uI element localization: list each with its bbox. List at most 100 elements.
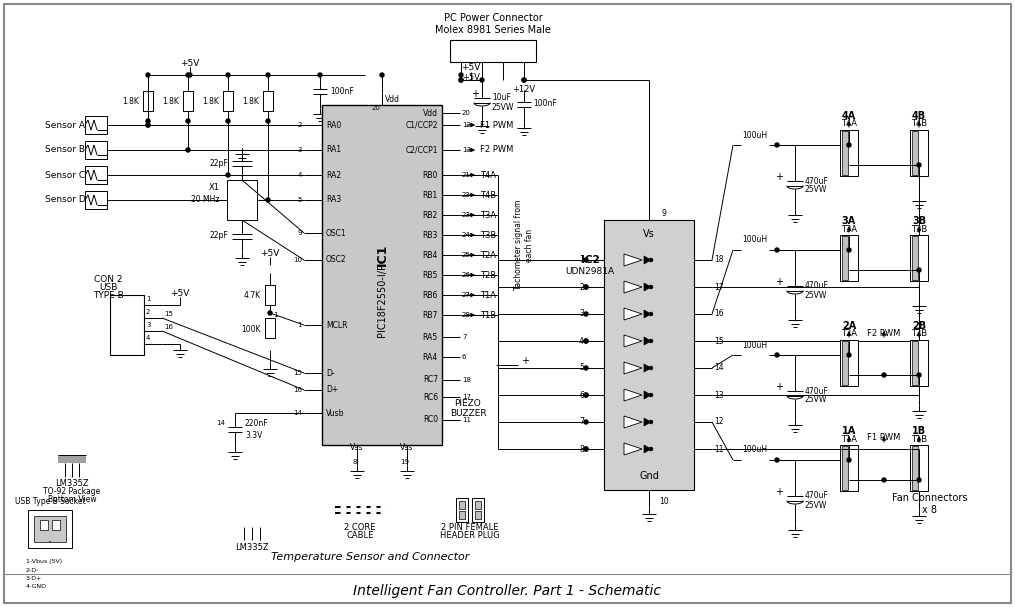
Circle shape	[845, 271, 852, 277]
Circle shape	[845, 166, 852, 172]
Text: T1B: T1B	[480, 311, 496, 319]
Bar	[912, 341, 918, 385]
Text: 3B: 3B	[911, 216, 926, 226]
Text: Vusb: Vusb	[326, 409, 344, 418]
Text: RB3: RB3	[422, 231, 438, 240]
Bar	[85, 141, 107, 159]
Circle shape	[882, 478, 886, 482]
Text: +: +	[775, 172, 783, 182]
Circle shape	[916, 459, 922, 465]
Text: 11: 11	[462, 417, 471, 423]
Circle shape	[916, 260, 922, 266]
Bar	[912, 446, 918, 490]
Text: 100uH: 100uH	[742, 236, 767, 245]
Circle shape	[498, 46, 508, 56]
Text: 25VW: 25VW	[805, 186, 827, 194]
Circle shape	[519, 46, 529, 56]
Text: T3B: T3B	[480, 231, 496, 240]
Text: T3A: T3A	[480, 211, 496, 220]
Text: 100nF: 100nF	[533, 100, 557, 109]
Text: Sensor B: Sensor B	[45, 146, 85, 155]
Text: PC Power Connector: PC Power Connector	[444, 13, 542, 23]
Circle shape	[847, 143, 851, 147]
Text: 25: 25	[462, 252, 471, 258]
Text: 2B: 2B	[911, 321, 926, 331]
Circle shape	[775, 353, 779, 357]
Text: 4B: 4B	[911, 111, 926, 121]
Text: 4: 4	[146, 335, 150, 341]
Text: F2 PWM: F2 PWM	[867, 328, 900, 337]
Text: 4-GND: 4-GND	[26, 583, 47, 589]
Text: RB1: RB1	[423, 191, 438, 200]
Bar	[912, 236, 918, 280]
Text: 3: 3	[297, 147, 302, 153]
Circle shape	[916, 481, 922, 487]
Text: +5V: +5V	[461, 64, 481, 72]
Circle shape	[845, 155, 852, 161]
Text: RB5: RB5	[422, 271, 438, 279]
Bar	[459, 501, 465, 509]
Text: PIC18F2550-I/P: PIC18F2550-I/P	[377, 263, 387, 337]
Text: T4B: T4B	[910, 120, 927, 129]
Bar	[85, 116, 107, 134]
Circle shape	[146, 119, 150, 123]
Text: 17: 17	[462, 394, 471, 400]
Text: 4.7K: 4.7K	[244, 291, 261, 299]
Text: +: +	[471, 89, 479, 99]
Circle shape	[917, 163, 921, 167]
Text: T2B: T2B	[910, 330, 927, 339]
Polygon shape	[624, 416, 642, 428]
Bar	[910, 130, 928, 176]
Bar	[842, 341, 848, 385]
Polygon shape	[624, 443, 642, 455]
Circle shape	[459, 73, 463, 77]
Circle shape	[584, 339, 588, 343]
Text: RC6: RC6	[423, 393, 438, 401]
Circle shape	[584, 420, 588, 424]
Text: RB2: RB2	[423, 211, 438, 220]
Circle shape	[650, 393, 653, 396]
Circle shape	[917, 268, 921, 272]
Text: 25VW: 25VW	[492, 103, 515, 112]
Circle shape	[439, 337, 496, 393]
Circle shape	[459, 78, 463, 82]
Circle shape	[584, 339, 588, 343]
Text: Vss: Vss	[350, 444, 363, 452]
Polygon shape	[644, 391, 651, 399]
Text: 1.8K: 1.8K	[202, 97, 219, 106]
Circle shape	[916, 365, 922, 371]
Circle shape	[650, 447, 653, 450]
Circle shape	[146, 123, 150, 127]
Bar	[604, 220, 694, 490]
Text: Intelligent Fan Controller. Part 1 - Schematic: Intelligent Fan Controller. Part 1 - Sch…	[353, 584, 661, 598]
Text: 1B: 1B	[911, 426, 926, 436]
Text: 1.8K: 1.8K	[122, 97, 139, 106]
Circle shape	[916, 470, 922, 476]
Text: 3A: 3A	[841, 216, 856, 226]
Text: 10: 10	[659, 498, 669, 506]
Circle shape	[650, 313, 653, 316]
Polygon shape	[644, 256, 651, 264]
Circle shape	[845, 470, 852, 476]
Text: T1A: T1A	[841, 435, 857, 444]
Text: 4: 4	[580, 336, 584, 345]
Circle shape	[146, 123, 150, 127]
Text: +5V: +5V	[462, 73, 480, 83]
Bar	[58, 455, 86, 463]
Text: 19: 19	[401, 459, 409, 465]
Text: TYPE B: TYPE B	[92, 291, 124, 299]
Circle shape	[845, 133, 852, 139]
Bar	[33, 516, 66, 542]
Bar	[472, 498, 484, 522]
Text: 100K: 100K	[242, 325, 261, 334]
Bar	[85, 166, 107, 184]
Bar	[842, 446, 848, 490]
Text: RC7: RC7	[423, 376, 438, 384]
Circle shape	[845, 354, 852, 360]
Text: 1: 1	[146, 296, 150, 302]
Circle shape	[186, 119, 190, 123]
Circle shape	[584, 393, 588, 397]
Text: UDN2981A: UDN2981A	[565, 268, 614, 277]
Text: +: +	[775, 487, 783, 497]
Text: F2 PWM: F2 PWM	[480, 146, 514, 155]
